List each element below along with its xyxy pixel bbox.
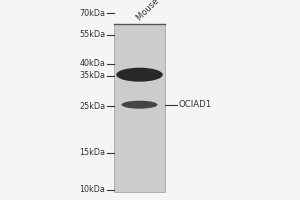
Text: 40kDa: 40kDa (79, 59, 105, 68)
Text: 25kDa: 25kDa (79, 102, 105, 111)
Text: Mouse liver: Mouse liver (135, 0, 175, 22)
Ellipse shape (116, 68, 163, 82)
Text: 35kDa: 35kDa (79, 71, 105, 80)
Text: OCIAD1: OCIAD1 (178, 100, 212, 109)
Text: 70kDa: 70kDa (79, 9, 105, 18)
Ellipse shape (122, 101, 158, 109)
Bar (114, 24, 165, 192)
Text: 10kDa: 10kDa (79, 185, 105, 194)
Text: 55kDa: 55kDa (79, 30, 105, 39)
Text: 15kDa: 15kDa (79, 148, 105, 157)
